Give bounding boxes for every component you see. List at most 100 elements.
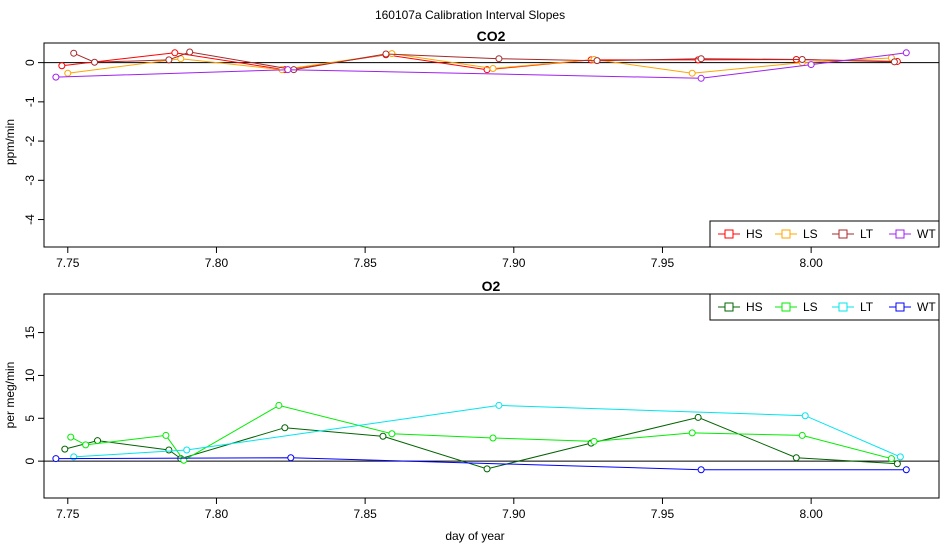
co2-legend: HS LS LT WT [709, 220, 940, 248]
o2-legend-lt-label: LT [860, 300, 874, 314]
o2-y-tick-label: 15 [23, 326, 37, 340]
figure-title: 160107a Calibration Interval Slopes [375, 8, 565, 22]
o2-series-ls-point [489, 434, 497, 442]
o2-x-tick-label: 7.85 [353, 507, 377, 521]
co2-panel-title: CO2 [477, 28, 506, 44]
co2-series-lt-point [697, 55, 705, 63]
co2-legend-lt-swatch-marker [838, 229, 848, 239]
o2-legend-hs-swatch-marker [724, 302, 734, 312]
o2-series-ls-point [67, 433, 75, 441]
co2-legend-ls-swatch-marker [781, 229, 791, 239]
o2-series-hs-point [281, 424, 289, 432]
co2-series-wt-point [807, 61, 815, 69]
co2-y-tick-label: -1 [23, 96, 37, 107]
o2-series-ls-point [275, 401, 283, 409]
co2-legend-hs-label: HS [746, 227, 763, 241]
co2-plot-frame [43, 42, 940, 248]
o2-series-ls-point [82, 441, 90, 449]
o2-x-tick-label: 7.80 [205, 507, 229, 521]
co2-y-tick-label: -3 [23, 175, 37, 186]
o2-series-wt-point [697, 466, 705, 474]
co2-y-axis: -4 -3 -2 -1 0 [23, 59, 44, 225]
co2-x-tick-label: 7.95 [651, 256, 675, 270]
o2-series-ls-point [688, 429, 696, 437]
o2-y-tick-label: 0 [23, 457, 37, 464]
co2-y-tick-label: -2 [23, 135, 37, 146]
o2-x-axis: 7.75 7.80 7.85 7.90 7.95 8.00 [56, 498, 823, 521]
co2-x-tick-label: 7.75 [56, 256, 80, 270]
o2-series-hs-point [694, 413, 702, 421]
o2-panel: O2 per meg/min day of year 7.75 7.80 7.85 7… [3, 278, 940, 543]
o2-y-tick-label: 5 [23, 415, 37, 422]
o2-legend-wt-label: WT [917, 300, 936, 314]
o2-series-wt-point [287, 454, 295, 462]
o2-x-tick-label: 7.75 [56, 507, 80, 521]
o2-legend-ls-label: LS [803, 300, 818, 314]
co2-series-hs-point [171, 49, 179, 57]
o2-series-lt-point [801, 412, 809, 420]
o2-series-ls-line [70, 404, 892, 461]
co2-series-lt-point [593, 57, 601, 65]
co2-legend-lt-label: LT [860, 227, 874, 241]
co2-series-lt-point [186, 48, 194, 56]
co2-x-axis: 7.75 7.80 7.85 7.90 7.95 8.00 [56, 247, 823, 270]
o2-series-ls-point [590, 437, 598, 445]
o2-series-hs-point [893, 460, 901, 468]
co2-series-ls-point [688, 69, 696, 77]
o2-series-hs-point [483, 465, 491, 473]
o2-series-lt-point [495, 401, 503, 409]
co2-panel: CO2 ppm/min 7.75 7.80 7.85 7.90 7.95 8.00 -4-… [3, 28, 940, 270]
co2-series-lt-point [495, 55, 503, 63]
o2-x-tick-label: 7.95 [651, 507, 675, 521]
o2-series-hs-point [792, 454, 800, 462]
o2-legend-hs-label: HS [746, 300, 763, 314]
co2-y-axis-label: ppm/min [3, 119, 17, 165]
co2-y-tick-label: -4 [23, 214, 37, 225]
co2-series-lt-point [91, 58, 99, 66]
co2-series-wt-point [902, 49, 910, 57]
o2-series-lt-point [896, 453, 904, 461]
co2-series-lt-point [70, 49, 78, 57]
co2-x-tick-label: 7.90 [502, 256, 526, 270]
co2-legend-hs-swatch-marker [724, 229, 734, 239]
o2-series-wt-line [55, 457, 907, 471]
o2-series-hs-point [379, 432, 387, 440]
o2-series-ls-point [887, 455, 895, 463]
co2-series-ls-point [489, 65, 497, 72]
co2-series-wt-point [284, 66, 292, 74]
o2-series-ls-point [798, 431, 806, 439]
co2-series-hs-point [58, 62, 66, 70]
co2-series-ls-point [64, 69, 72, 77]
o2-legend-lt-swatch-marker [838, 302, 848, 312]
o2-panel-title: O2 [482, 278, 501, 294]
o2-x-axis-label: day of year [445, 529, 504, 543]
o2-y-tick-label: 10 [23, 368, 37, 382]
o2-x-tick-label: 7.90 [502, 507, 526, 521]
co2-legend-wt-swatch-marker [895, 229, 905, 239]
co2-x-tick-label: 8.00 [799, 256, 823, 270]
o2-series-hs-point [61, 445, 69, 453]
co2-series-wt-point [697, 74, 705, 82]
o2-series-ls-point [388, 430, 396, 438]
o2-series-ls-point [162, 431, 170, 439]
o2-series-ls-point [180, 456, 188, 464]
co2-series-hs-line [61, 52, 898, 71]
o2-plot-frame [43, 293, 940, 499]
co2-x-tick-label: 7.85 [353, 256, 377, 270]
o2-legend-ls-swatch-marker [781, 302, 791, 312]
o2-x-tick-label: 8.00 [799, 507, 823, 521]
o2-y-axis-label: per meg/min [3, 362, 17, 429]
co2-legend-wt-label: WT [917, 227, 936, 241]
o2-series-lt-point [183, 446, 191, 454]
co2-series-lt-point [890, 58, 898, 66]
co2-series-wt-point [52, 73, 60, 81]
o2-series-hs-point [165, 446, 173, 454]
co2-series-group [52, 48, 910, 82]
co2-series-ls-point [388, 50, 396, 58]
co2-series-lt-point [798, 55, 806, 63]
co2-series-lt-point [382, 50, 390, 58]
o2-series-wt-point [52, 455, 60, 463]
o2-series-group [52, 401, 910, 474]
o2-y-axis: 0 5 10 15 [23, 326, 44, 464]
